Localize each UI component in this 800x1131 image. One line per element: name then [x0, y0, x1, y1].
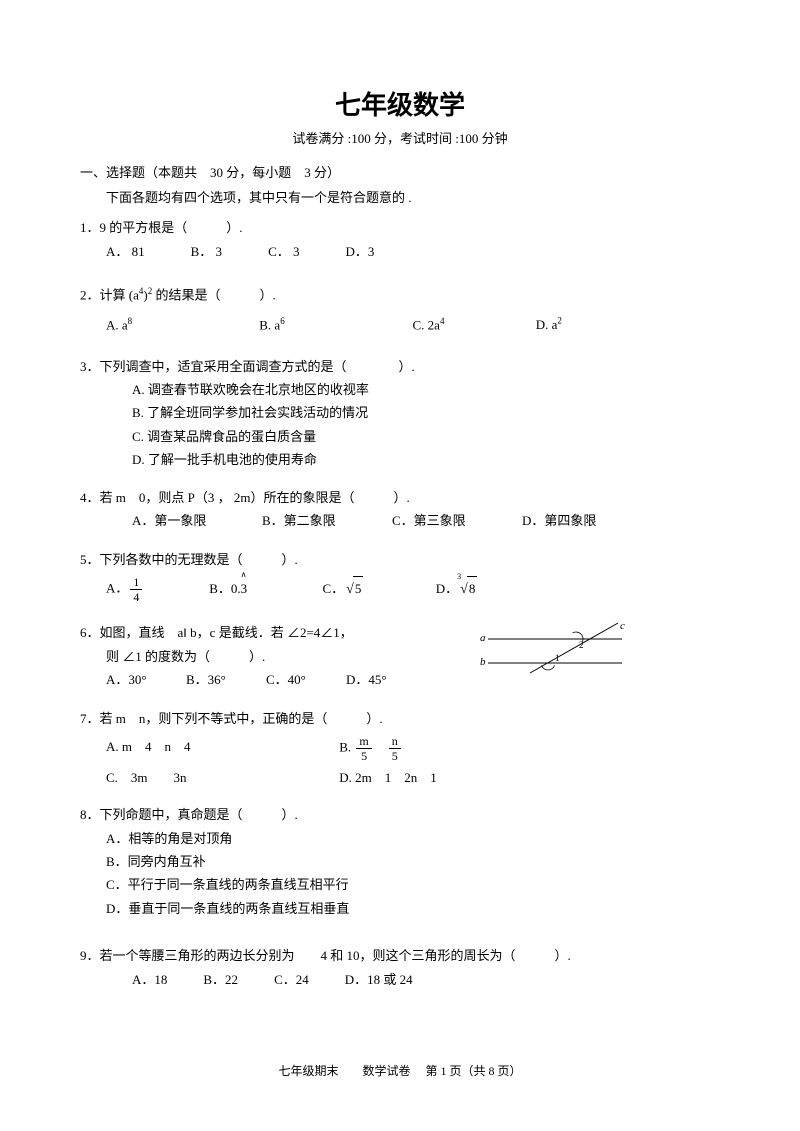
- q1-opt-b: B． 3: [191, 240, 222, 263]
- q1-opt-a: A． 81: [106, 240, 145, 263]
- q3-opt-b: B. 了解全班同学参加社会实践活动的情况: [80, 401, 720, 424]
- q4-opt-b: B．第二象限: [262, 509, 392, 532]
- q7-opt-c: C. 3m 3n: [106, 766, 336, 789]
- question-4-options: A．第一象限 B．第二象限 C．第三象限 D．第四象限: [80, 509, 720, 532]
- q4-opt-c: C．第三象限: [392, 509, 522, 532]
- question-1-stem: 1．9 的平方根是（ ）.: [80, 216, 720, 239]
- page-title: 七年级数学: [80, 85, 720, 122]
- q5-opt-c: C．5: [323, 576, 433, 602]
- question-2: 2．计算 (a4)2 的结果是（ ）. A. a8 B. a6 C. 2a4 D…: [80, 283, 720, 336]
- svg-text:c: c: [620, 621, 625, 632]
- q8-opt-d: D．垂直于同一条直线的两条直线互相垂直: [80, 897, 720, 920]
- q2-opt-a: A. a8: [106, 313, 256, 337]
- q6-opt-d: D．45°: [346, 668, 387, 691]
- q4-opt-d: D．第四象限: [522, 509, 596, 532]
- q5-opt-b: B．0.3: [209, 577, 319, 600]
- figure-q6: ab c 2 1: [480, 621, 630, 681]
- q5-opt-a: A．14: [106, 576, 206, 603]
- question-7: 7．若 m n，则下列不等式中，正确的是（ ）. A. m 4 n 4 B. m…: [80, 707, 720, 789]
- question-2-options: A. a8 B. a6 C. 2a4 D. a2: [80, 313, 720, 337]
- question-4: 4．若 m 0，则点 P（3 ， 2m）所在的象限是（ ）. A．第一象限 B．…: [80, 486, 720, 533]
- q3-opt-c: C. 调查某品牌食品的蛋白质含量: [80, 425, 720, 448]
- question-5-stem: 5．下列各数中的无理数是（ ）.: [80, 548, 720, 571]
- q7-opt-a: A. m 4 n 4: [106, 735, 336, 758]
- svg-text:1: 1: [555, 653, 560, 663]
- q8-opt-a: A．相等的角是对顶角: [80, 827, 720, 850]
- q2-opt-d: D. a2: [536, 317, 562, 332]
- q1-opt-d: D．3: [345, 240, 374, 263]
- question-3-stem: 3．下列调查中，适宜采用全面调查方式的是（ ）.: [80, 355, 720, 378]
- section-1-heading: 一、选择题（本题共 30 分，每小题 3 分）: [80, 161, 720, 186]
- question-5-options: A．14 B．0.3 C．5 D．38: [80, 576, 720, 604]
- question-5: 5．下列各数中的无理数是（ ）. A．14 B．0.3 C．5 D．38: [80, 548, 720, 603]
- q7-opt-d: D. 2m 1 2n 1: [339, 766, 437, 789]
- question-3: 3．下列调查中，适宜采用全面调查方式的是（ ）. A. 调查春节联欢晚会在北京地…: [80, 355, 720, 472]
- q6-opt-b: B．36°: [186, 668, 266, 691]
- question-8: 8．下列命题中，真命题是（ ）. A．相等的角是对顶角 B．同旁内角互补 C．平…: [80, 803, 720, 920]
- q9-opt-a: A．18: [132, 968, 167, 991]
- q5-opt-d: D．38: [436, 576, 478, 602]
- q9-opt-d: D．18 或 24: [345, 968, 413, 991]
- question-1-options: A． 81 B． 3 C． 3 D．3: [80, 240, 720, 263]
- svg-text:b: b: [480, 656, 486, 668]
- question-1: 1．9 的平方根是（ ）. A． 81 B． 3 C． 3 D．3: [80, 216, 720, 263]
- question-7-stem: 7．若 m n，则下列不等式中，正确的是（ ）.: [80, 707, 720, 730]
- section-1-note: 下面各题均有四个选项，其中只有一个是符合题意的 .: [80, 186, 720, 211]
- q1-opt-c: C． 3: [268, 240, 299, 263]
- q3-opt-a: A. 调查春节联欢晚会在北京地区的收视率: [80, 378, 720, 401]
- svg-text:2: 2: [579, 640, 584, 650]
- q7-row1: A. m 4 n 4 B. m5 n5: [80, 735, 720, 762]
- q7-row2: C. 3m 3n D. 2m 1 2n 1: [80, 766, 720, 789]
- question-6: abc21 6．如图，直线 a‖ b，c 是截线．若 ∠2=4∠1， 则 ∠1 …: [80, 621, 720, 691]
- question-9: 9．若一个等腰三角形的两边长分别为 4 和 10，则这个三角形的周长为（ ）. …: [80, 944, 720, 991]
- question-8-stem: 8．下列命题中，真命题是（ ）.: [80, 803, 720, 826]
- question-4-stem: 4．若 m 0，则点 P（3 ， 2m）所在的象限是（ ）.: [80, 486, 720, 509]
- question-2-stem: 2．计算 (a4)2 的结果是（ ）.: [80, 283, 720, 307]
- q9-opt-b: B．22: [203, 968, 238, 991]
- q9-opt-c: C．24: [274, 968, 309, 991]
- q8-opt-b: B．同旁内角互补: [80, 850, 720, 873]
- subtitle: 试卷满分 :100 分，考试时间 :100 分钟: [80, 128, 720, 147]
- q3-opt-d: D. 了解一批手机电池的使用寿命: [80, 448, 720, 471]
- question-9-stem: 9．若一个等腰三角形的两边长分别为 4 和 10，则这个三角形的周长为（ ）.: [80, 944, 720, 967]
- q6-opt-c: C．40°: [266, 668, 346, 691]
- q4-opt-a: A．第一象限: [132, 509, 262, 532]
- q7-opt-b: B. m5 n5: [339, 735, 403, 762]
- question-9-options: A．18 B．22 C．24 D．18 或 24: [80, 968, 720, 991]
- q2-opt-c: C. 2a4: [413, 313, 533, 337]
- q2-stem-post: 的结果是（ ）.: [152, 287, 276, 302]
- svg-text:a: a: [480, 632, 486, 644]
- q2-stem-pre: 2．计算 (a: [80, 287, 139, 302]
- page-footer: 七年级期末 数学试卷 第 1 页（共 8 页）: [0, 1062, 800, 1079]
- q6-opt-a: A．30°: [106, 668, 186, 691]
- q2-opt-b: B. a6: [259, 313, 409, 337]
- q8-opt-c: C．平行于同一条直线的两条直线互相平行: [80, 873, 720, 896]
